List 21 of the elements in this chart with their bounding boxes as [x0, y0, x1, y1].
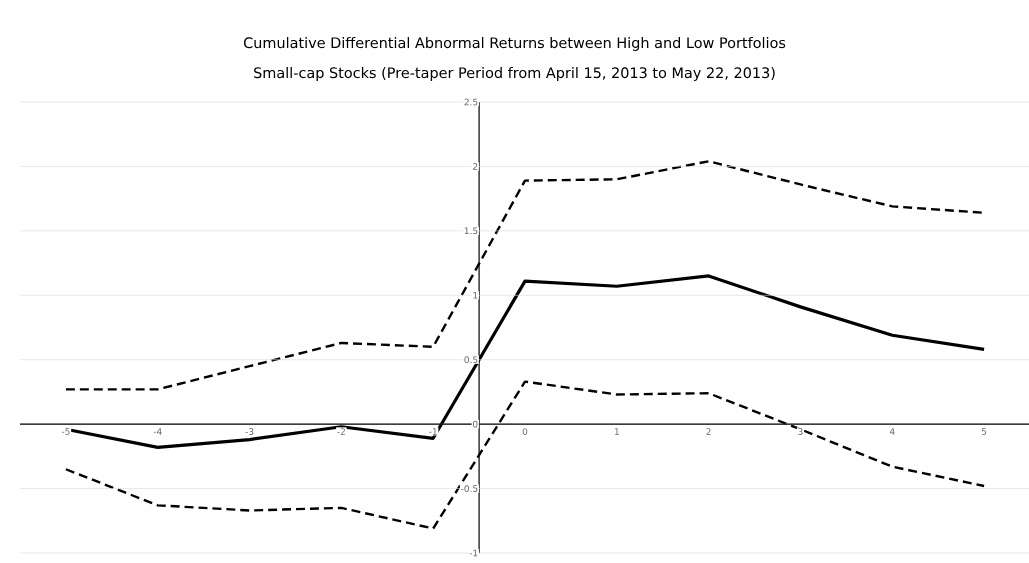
- x-tick-label: 4: [889, 428, 895, 435]
- y-tick-label: 1.5: [464, 227, 478, 235]
- x-tick-label: 2: [706, 428, 711, 435]
- y-tick-label: 0.5: [464, 356, 478, 364]
- y-tick-label: 2.5: [464, 98, 478, 106]
- y-tick-label: 1: [473, 292, 478, 299]
- x-tick-label: -4: [153, 428, 162, 435]
- y-tick-label: -0.5: [461, 485, 478, 492]
- chart-title: Cumulative Differential Abnormal Returns between High and Low Portfolios: [243, 36, 786, 51]
- y-tick-label: -1: [469, 549, 478, 557]
- x-tick-label: -3: [245, 428, 254, 435]
- x-tick-label: -2: [337, 428, 345, 435]
- x-tick-label: 0: [522, 428, 528, 435]
- chart-subtitle: Small-cap Stocks (Pre-taper Period from April 15, 2013 to May 22, 2013): [254, 66, 775, 81]
- y-tick-label: 0: [472, 420, 478, 428]
- x-tick-label: 5: [981, 428, 987, 435]
- x-tick-label: 3: [798, 428, 803, 435]
- x-tick-label: -5: [61, 428, 70, 435]
- y-tick-label: 2: [473, 163, 478, 170]
- x-tick-label: 1: [614, 428, 619, 435]
- x-tick-label: -1: [429, 428, 437, 435]
